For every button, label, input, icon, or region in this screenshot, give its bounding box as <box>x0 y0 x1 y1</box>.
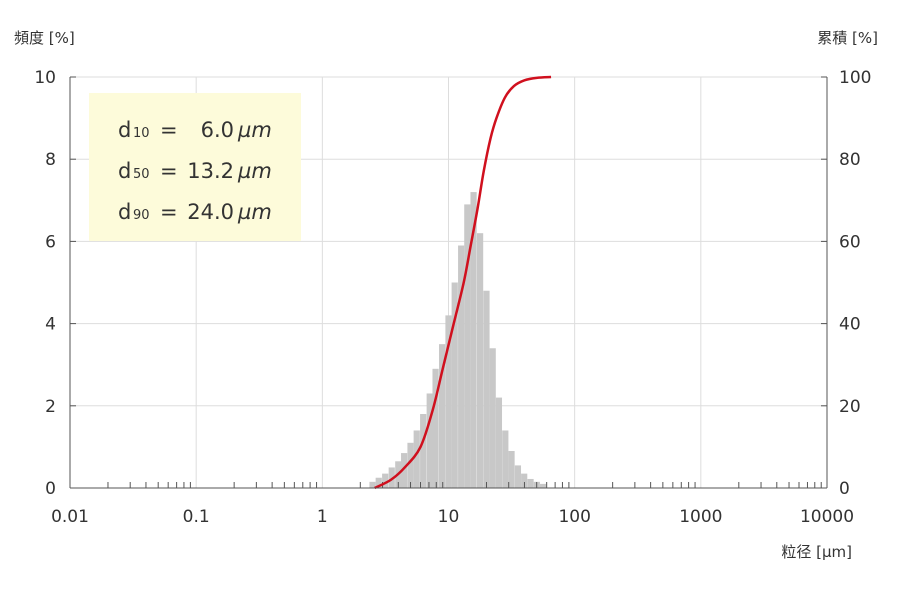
histogram-bar <box>527 478 534 488</box>
y-left-tick-label: 4 <box>45 315 56 335</box>
histogram-bar <box>382 473 389 488</box>
y-left-tick-label: 8 <box>45 150 56 170</box>
stats-unit: µm <box>237 159 272 183</box>
histogram-bar <box>458 245 465 488</box>
minor-ticks <box>107 482 822 488</box>
x-tick-label: 1000 <box>679 507 722 527</box>
stats-value: 13.2 <box>187 159 234 183</box>
x-tick-label: 10 <box>438 507 460 527</box>
stats-symbol: d <box>118 200 131 224</box>
y-right-tick-label: 20 <box>839 397 861 417</box>
y-right-tick-label: 60 <box>839 232 861 252</box>
histogram-bar <box>420 414 427 488</box>
histogram-bar <box>439 344 446 488</box>
stats-row: d 50 = 13.2 µm <box>118 159 272 183</box>
histogram-bar <box>489 348 496 488</box>
histogram-bar <box>445 315 452 488</box>
y-left-axis-title: 頻度 [%] <box>14 29 75 47</box>
y-left-tick-label: 6 <box>45 232 56 252</box>
x-axis-ticks: 0.01 0.1 1 10 100 1000 10000 <box>51 507 854 527</box>
y-right-tick-label: 100 <box>839 68 871 88</box>
histogram-bar <box>539 483 547 488</box>
x-tick-label: 1 <box>317 507 328 527</box>
y-left-tick-label: 0 <box>45 479 56 499</box>
histogram-bar <box>470 192 477 488</box>
cumulative-curve <box>374 75 552 490</box>
y-right-tick-label: 40 <box>839 315 861 335</box>
x-tick-label: 10000 <box>800 507 854 527</box>
histogram-bar <box>375 477 382 488</box>
histogram-bar <box>407 442 414 488</box>
histogram-bar <box>476 233 484 488</box>
stats-value: 24.0 <box>187 200 234 224</box>
histogram-bar <box>502 430 509 488</box>
stats-equals: = <box>160 200 178 224</box>
stats-equals: = <box>160 118 178 142</box>
stats-subscript: 50 <box>133 167 150 182</box>
stats-row: d 10 = 6.0 µm <box>118 118 272 142</box>
histogram-bar <box>401 453 408 488</box>
histogram-bar <box>451 282 458 488</box>
stats-unit: µm <box>237 200 272 224</box>
histogram-bar <box>369 481 376 488</box>
x-tick-label: 0.01 <box>51 507 89 527</box>
left-axis-ticks: 0 2 4 6 8 10 <box>34 68 76 499</box>
y-right-axis-title: 累積 [%] <box>817 29 878 47</box>
histogram-bar <box>514 465 522 488</box>
histogram-bar <box>464 204 471 488</box>
histogram-bar <box>426 393 433 488</box>
y-right-tick-label: 0 <box>839 479 850 499</box>
stats-subscript: 90 <box>133 208 150 223</box>
histogram-bars <box>369 192 547 488</box>
y-right-tick-label: 80 <box>839 150 861 170</box>
stats-symbol: d <box>118 118 131 142</box>
histogram-bar <box>508 451 515 488</box>
stats-row: d 90 = 24.0 µm <box>118 200 272 224</box>
x-tick-label: 0.1 <box>183 507 210 527</box>
stats-unit: µm <box>237 118 272 142</box>
stats-value: 6.0 <box>201 118 234 142</box>
histogram-bar <box>495 397 503 488</box>
histogram-bar <box>413 430 420 488</box>
y-left-tick-label: 10 <box>34 68 56 88</box>
x-axis-title: 粒径 [µm] <box>781 543 852 561</box>
stats-subscript: 10 <box>133 126 150 141</box>
right-axis-ticks: 0 20 40 60 80 100 <box>821 68 871 499</box>
stats-box-background <box>89 93 301 241</box>
x-tick-label: 100 <box>558 507 590 527</box>
stats-box: d 10 = 6.0 µmd 50 = 13.2 µmd 90 = 24.0 µm <box>89 93 301 241</box>
histogram-bar <box>432 368 439 488</box>
stats-equals: = <box>160 159 178 183</box>
histogram-bar <box>483 290 490 488</box>
y-left-tick-label: 2 <box>45 397 56 417</box>
stats-symbol: d <box>118 159 131 183</box>
histogram-bar <box>521 473 528 488</box>
